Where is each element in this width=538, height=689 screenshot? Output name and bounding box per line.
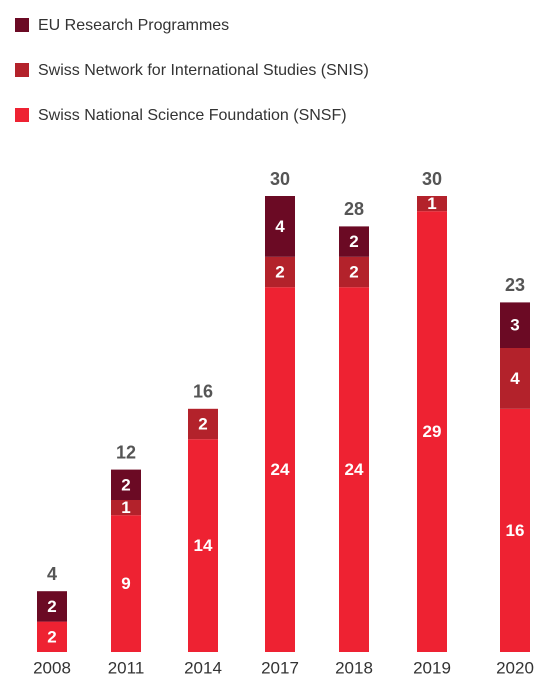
x-tick-label: 2020 (496, 658, 534, 677)
segment-label: 16 (506, 521, 525, 540)
total-label: 28 (344, 199, 364, 219)
bar-segment (339, 256, 369, 288)
segment-label: 9 (121, 574, 130, 593)
total-label: 23 (505, 275, 525, 295)
total-label: 30 (270, 169, 290, 189)
legend-label: Swiss Network for International Studies … (38, 62, 369, 79)
x-tick-label: 2018 (335, 658, 373, 677)
legend-swatch (15, 18, 29, 32)
segment-label: 1 (427, 194, 436, 213)
total-label: 30 (422, 169, 442, 189)
total-label: 4 (47, 564, 57, 584)
bar-segment (500, 302, 530, 348)
bar-segment (417, 196, 447, 212)
legend-swatch (15, 63, 29, 77)
bar-segment (500, 408, 530, 652)
legend-swatch (15, 108, 29, 122)
bar-segment (265, 256, 295, 288)
segment-label: 3 (510, 316, 519, 335)
bar-segment (188, 439, 218, 652)
bar-segment (417, 211, 447, 652)
bar-segment (339, 226, 369, 257)
segment-label: 24 (271, 460, 290, 479)
segment-label: 2 (121, 475, 130, 494)
x-tick-label: 2008 (33, 658, 71, 677)
bar-segment (111, 515, 141, 652)
segment-label: 2 (349, 232, 358, 251)
segment-label: 14 (194, 536, 213, 555)
bar-segment (265, 287, 295, 652)
legend-label: EU Research Programmes (38, 17, 229, 34)
bar-segment (37, 591, 67, 622)
segment-label: 2 (275, 262, 284, 281)
segment-label: 2 (47, 627, 56, 646)
segment-label: 4 (510, 369, 520, 388)
x-tick-label: 2019 (413, 658, 451, 677)
segment-label: 29 (423, 422, 442, 441)
x-tick-label: 2011 (108, 658, 145, 677)
x-tick-label: 2014 (184, 658, 222, 677)
total-label: 12 (116, 442, 136, 462)
legend-label: Swiss National Science Foundation (SNSF) (38, 107, 347, 124)
bar-segment (339, 287, 369, 652)
total-label: 16 (193, 382, 213, 402)
bar-segment (500, 348, 530, 409)
bar-segment (265, 196, 295, 257)
segment-label: 24 (345, 460, 364, 479)
segment-label: 2 (47, 597, 56, 616)
bar-segment (111, 469, 141, 500)
bar-segment (37, 621, 67, 652)
bar-segment (188, 408, 218, 440)
bar-segment (111, 500, 141, 516)
x-tick-label: 2017 (261, 658, 299, 677)
segment-label: 2 (349, 262, 358, 281)
segment-label: 4 (275, 217, 285, 236)
segment-label: 2 (198, 414, 207, 433)
segment-label: 1 (121, 498, 130, 517)
